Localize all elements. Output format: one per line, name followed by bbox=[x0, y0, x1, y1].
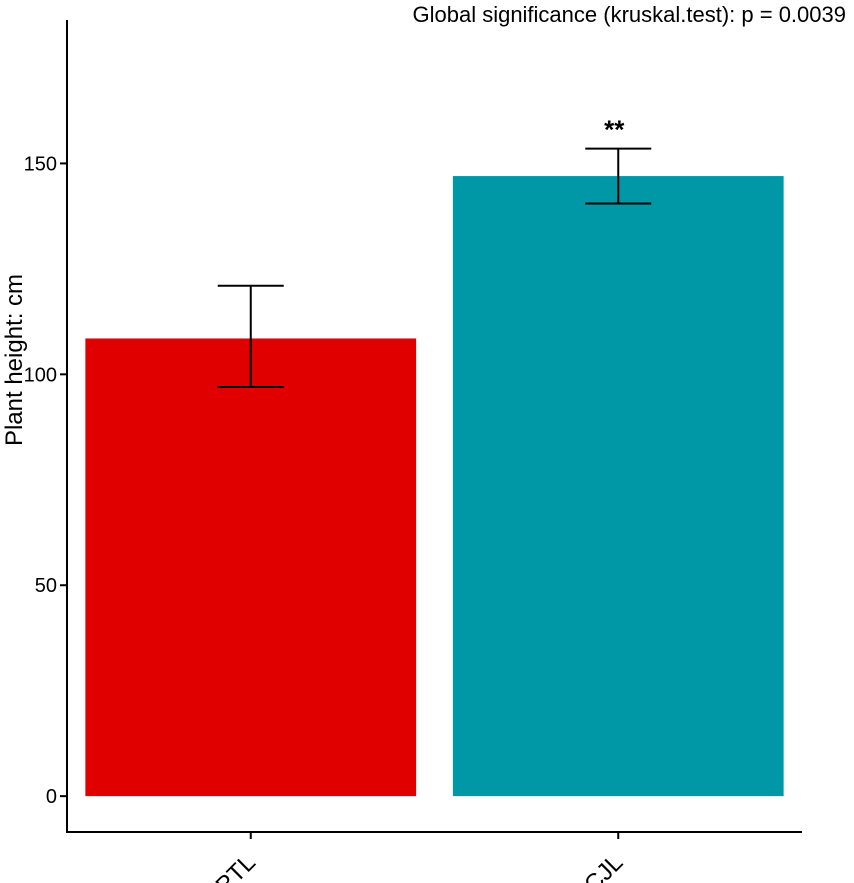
chart-title: Global significance (kruskal.test): p = … bbox=[412, 2, 846, 27]
y-axis-label: Plant height: cm bbox=[1, 274, 28, 446]
y-tick-label: 100 bbox=[24, 364, 57, 386]
error-bar-ptl bbox=[217, 284, 284, 388]
x-tick-label: CJL bbox=[579, 849, 628, 883]
bar-cjl bbox=[452, 176, 784, 797]
y-tick-label: 50 bbox=[35, 575, 57, 597]
x-tick-label: PTL bbox=[211, 849, 261, 883]
error-bar-cjl bbox=[585, 147, 652, 205]
significance-label-cjl: ** bbox=[604, 115, 625, 145]
bar-ptl bbox=[85, 338, 417, 797]
y-tick-label: 0 bbox=[46, 786, 57, 808]
y-tick-label: 150 bbox=[24, 153, 57, 175]
